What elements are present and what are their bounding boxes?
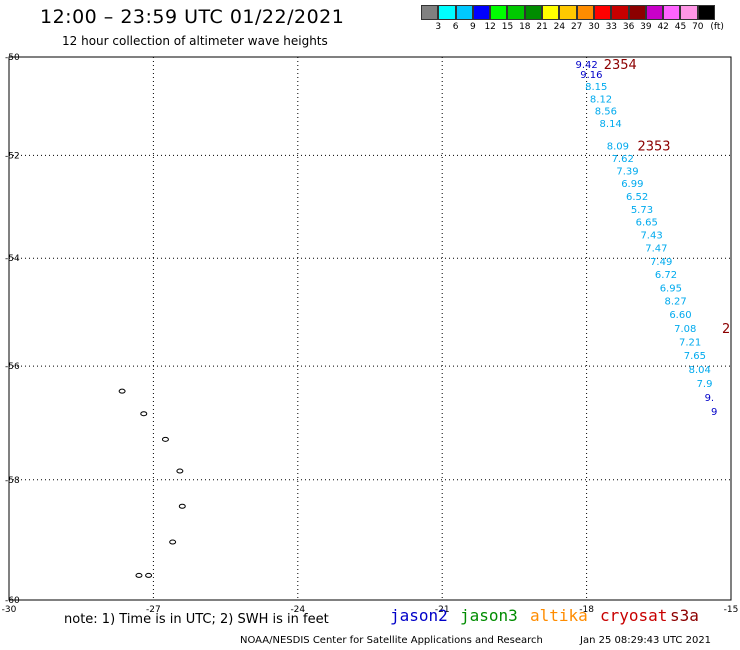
legend-label: 18 <box>519 22 531 32</box>
legend-swatch <box>697 5 716 20</box>
satellite-jason3: jason3 <box>460 606 518 625</box>
wave-height-value: 8.15 <box>585 82 607 93</box>
map-title: 12:00 – 23:59 UTC 01/22/2021 <box>40 6 345 28</box>
lon-tick-label: -18 <box>579 605 594 615</box>
legend-label: 3 <box>435 22 442 32</box>
legend-swatch <box>576 5 594 20</box>
wave-height-value: 7.65 <box>684 351 706 362</box>
legend-swatch <box>421 5 439 20</box>
legend-swatch <box>524 5 543 20</box>
legend-label: 24 <box>553 22 566 32</box>
legend-swatch <box>455 5 473 20</box>
lat-tick-label: -56 <box>5 362 20 372</box>
footer-note: note: 1) Time is in UTC; 2) SWH is in fe… <box>64 612 329 627</box>
time-label: 2 <box>722 322 730 337</box>
wave-height-value: 7.21 <box>679 337 701 348</box>
legend-swatch <box>680 5 698 20</box>
satellite-s3a: s3a <box>670 606 699 625</box>
satellite-jason2: jason2 <box>390 606 448 625</box>
wave-height-value: 8.12 <box>590 94 612 105</box>
legend-label: 70 <box>692 22 704 32</box>
wave-height-value: 7.47 <box>645 244 667 255</box>
legend-label: (ft) <box>710 22 724 32</box>
wave-height-value: 9 <box>711 407 717 418</box>
island-outline <box>161 436 169 442</box>
legend-swatch <box>559 5 577 20</box>
island-outline <box>140 411 148 417</box>
island-outline <box>145 572 153 578</box>
wave-height-value: 7.43 <box>640 231 662 242</box>
wave-height-value: 9.16 <box>580 70 602 81</box>
legend-swatch <box>645 5 664 20</box>
credit-text: NOAA/NESDIS Center for Satellite Applica… <box>240 635 543 646</box>
color-legend <box>421 5 716 20</box>
wave-height-value: 9. <box>705 393 715 404</box>
island-outline <box>169 539 177 545</box>
legend-swatch <box>628 5 646 20</box>
wave-height-value: 7.9 <box>697 379 713 390</box>
wave-height-value: 6.65 <box>636 218 658 229</box>
legend-label: 36 <box>622 22 635 32</box>
lat-tick-label: -50 <box>5 53 20 63</box>
wave-height-value: 6.99 <box>621 179 643 190</box>
legend-label: 12 <box>484 22 496 32</box>
generated-date: Jan 25 08:29:43 UTC 2021 <box>580 635 712 646</box>
wave-height-value: 7.08 <box>674 324 696 335</box>
island-outline <box>176 468 184 474</box>
lon-tick-label: -27 <box>146 605 161 615</box>
wave-height-value: 7.62 <box>612 154 634 165</box>
legend-swatch <box>472 5 491 20</box>
legend-label: 45 <box>674 22 687 32</box>
lon-tick-label: -24 <box>290 605 305 615</box>
satellite-altika: altika <box>530 606 588 625</box>
wave-height-value: 8.56 <box>595 107 617 118</box>
wave-height-value: 8.27 <box>665 297 687 308</box>
wave-height-value: 6.95 <box>660 283 682 294</box>
legend-label: 42 <box>657 22 669 32</box>
wave-height-value: 5.73 <box>631 205 653 216</box>
wave-height-value: 6.72 <box>655 270 677 281</box>
legend-swatch <box>490 5 508 20</box>
legend-labels: 3 6 9 12 15 18 21 24 27 30 33 36 39 42 45 70 (ft) <box>421 22 740 34</box>
lon-tick-label: -30 <box>2 605 17 615</box>
lat-tick-label: -52 <box>5 151 20 161</box>
legend-swatch <box>593 5 612 20</box>
legend-label: 9 <box>470 22 476 32</box>
legend-swatch <box>542 5 560 20</box>
legend-swatch <box>663 5 681 20</box>
legend-label: 39 <box>640 22 652 32</box>
island-outline <box>178 503 186 509</box>
legend-label: 15 <box>501 22 514 32</box>
wave-height-value: 8.14 <box>600 119 622 130</box>
time-label: 2353 <box>637 139 670 154</box>
wave-height-value: 7.49 <box>650 257 672 268</box>
legend-swatch <box>507 5 525 20</box>
map-subtitle: 12 hour collection of altimeter wave hei… <box>62 34 328 48</box>
wave-height-value: 7.39 <box>616 166 638 177</box>
legend-label: 27 <box>570 22 583 32</box>
island-outline <box>118 388 126 394</box>
satellite-cryosat: cryosat <box>600 606 668 625</box>
legend-label: 21 <box>536 22 548 32</box>
island-outline <box>135 572 143 578</box>
map-frame <box>8 56 732 601</box>
lon-tick-label: -21 <box>435 605 450 615</box>
lat-tick-label: -54 <box>5 254 20 264</box>
wave-height-value: 9.42 <box>575 60 597 71</box>
legend-label: 6 <box>452 22 459 32</box>
legend-label: 30 <box>588 22 600 32</box>
wave-height-value: 6.60 <box>669 310 691 321</box>
legend-swatch <box>438 5 456 20</box>
wave-height-value: 8.09 <box>607 141 629 152</box>
legend-label: 33 <box>605 22 618 32</box>
wave-height-value: 8.04 <box>689 365 711 376</box>
lon-tick-label: -15 <box>724 605 739 615</box>
lat-tick-label: -58 <box>5 476 20 486</box>
lat-tick-label: -60 <box>5 596 20 606</box>
wave-height-value: 6.52 <box>626 192 648 203</box>
time-label: 2354 <box>604 58 637 73</box>
legend-swatch <box>611 5 629 20</box>
